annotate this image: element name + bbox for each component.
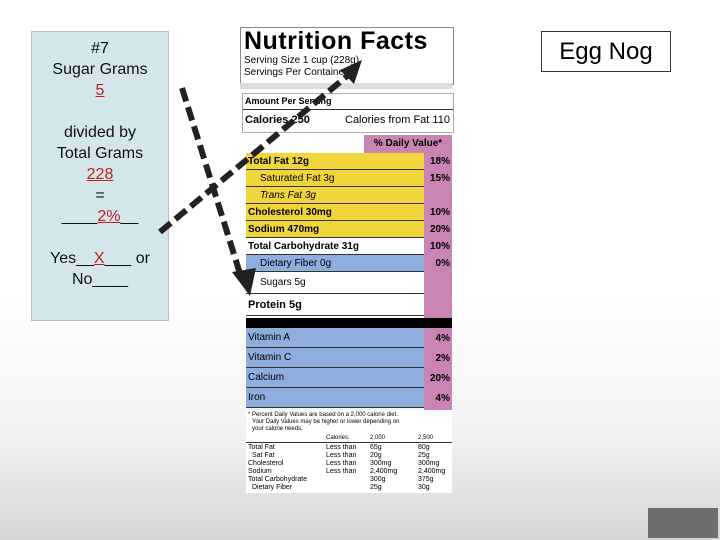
vitamin-row: Iron xyxy=(246,388,424,408)
vitamin-pct: 20% xyxy=(429,373,450,384)
amount-section: Amount Per Serving Calories 250 Calories… xyxy=(242,93,454,133)
divider-bar xyxy=(240,83,452,89)
vitamin-pct: 2% xyxy=(435,353,450,364)
nutrient-row: Cholesterol 30mg xyxy=(246,204,424,221)
corner-decoration xyxy=(648,508,718,538)
sugar-grams-value: 5 xyxy=(95,82,105,99)
daily-value-column xyxy=(424,135,452,320)
nutrient-row: Trans Fat 3g xyxy=(246,187,424,204)
percent-line: ____2%__ xyxy=(32,206,168,227)
equals-sign: = xyxy=(95,187,105,204)
vitamin-pct: 4% xyxy=(435,393,450,404)
nutrient-row: Dietary Fiber 0g xyxy=(246,255,424,272)
vitamin-row: Vitamin C xyxy=(246,348,424,368)
servings-per-container: Servings Per Container 2 xyxy=(244,67,356,78)
question-number: #7 xyxy=(91,40,109,57)
daily-value-header: % Daily Value* xyxy=(364,135,452,153)
nutrient-row: Total Fat 12g xyxy=(246,153,424,170)
nutrient-row: Sodium 470mg xyxy=(246,221,424,238)
percent-prefix: ____ xyxy=(61,208,98,225)
amount-per-serving: Amount Per Serving xyxy=(245,96,332,106)
nutrition-facts-heading: Nutrition Facts xyxy=(244,27,428,55)
yes-line: Yes__X___ or xyxy=(32,248,168,269)
vitamin-row: Calcium xyxy=(246,368,424,388)
total-grams-label: Total Grams xyxy=(56,145,144,162)
product-title: Egg Nog xyxy=(541,31,671,72)
vitamin-pct: 4% xyxy=(435,333,450,344)
footnote: * Percent Daily Values are based on a 2,… xyxy=(246,410,452,493)
nutrient-row: Protein 5g xyxy=(246,294,424,316)
nutrient-pct: 20% xyxy=(429,224,450,235)
nutrient-pct: 10% xyxy=(429,241,450,252)
nutrient-pct: 10% xyxy=(429,207,450,218)
arrow-to-serving-size xyxy=(158,69,354,235)
yes-prefix: Yes__ xyxy=(50,250,94,267)
divided-by-label: divided by xyxy=(63,124,137,141)
nutrient-pct: 15% xyxy=(429,173,450,184)
serving-size: Serving Size 1 cup (228g) xyxy=(244,55,360,66)
arrow-to-sugars xyxy=(179,87,245,281)
nutrient-row: Total Carbohydrate 31g xyxy=(246,238,424,255)
nutrient-pct: 18% xyxy=(429,156,450,167)
thick-divider xyxy=(246,318,452,328)
calories-from-fat: Calories from Fat 110 xyxy=(345,114,450,126)
nutrient-row: Sugars 5g xyxy=(246,272,424,294)
total-grams-value: 228 xyxy=(86,166,114,183)
worksheet-panel: #7 Sugar Grams 5 divided by Total Grams … xyxy=(31,31,169,321)
vitamin-row: Vitamin A xyxy=(246,328,424,348)
percent-suffix: __ xyxy=(120,208,139,225)
arrow-head-sugars-icon xyxy=(232,268,256,296)
sugar-grams-label: Sugar Grams xyxy=(52,61,148,78)
yes-mark: X xyxy=(93,250,105,267)
nutrient-pct: 0% xyxy=(435,258,450,269)
nutrient-row: Saturated Fat 3g xyxy=(246,170,424,187)
arrow-head-serving-icon xyxy=(340,60,362,84)
yes-suffix: ___ or xyxy=(104,250,150,267)
percent-value: 2% xyxy=(97,208,121,225)
no-line: No____ xyxy=(71,271,129,288)
nutrition-label: Nutrition Facts Serving Size 1 cup (228g… xyxy=(240,27,454,493)
